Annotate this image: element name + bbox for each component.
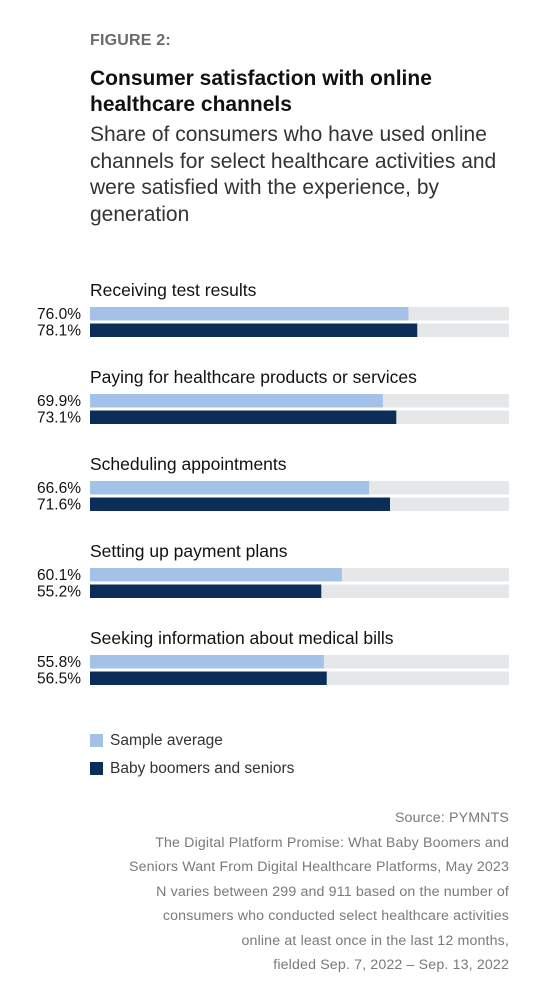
chart-legend: Sample average Baby boomers and seniors: [90, 730, 294, 786]
data-label: 71.6%: [37, 497, 81, 514]
category-label: Seeking information about medical bills: [90, 628, 394, 648]
legend-label-boomers-seniors: Baby boomers and seniors: [110, 759, 295, 777]
figure-label: FIGURE 2:: [90, 32, 171, 49]
bar-sample-average: [90, 568, 342, 582]
bar-boomers-seniors: [90, 323, 418, 337]
legend-swatch-boomers-seniors: [90, 762, 103, 775]
bar-boomers-seniors: [90, 671, 327, 685]
footnote-line: N varies between 299 and 911 based on th…: [156, 883, 509, 900]
chart-title: Consumer satisfaction with online health…: [90, 67, 432, 116]
category-label: Paying for healthcare products or servic…: [90, 367, 417, 387]
footnote-line: fielded Sep. 7, 2022 – Sep. 13, 2022: [273, 957, 509, 973]
data-label: 73.1%: [37, 410, 81, 427]
data-label: 69.9%: [37, 393, 81, 410]
footnote-line: Seniors Want From Digital Healthcare Pla…: [128, 859, 509, 875]
data-label: 76.0%: [37, 306, 81, 323]
footnote-line: online at least once in the last 12 mont…: [241, 932, 509, 949]
footnote-line: The Digital Platform Promise: What Baby …: [155, 834, 509, 851]
category-label: Scheduling appointments: [90, 454, 287, 474]
chart-subtitle: Share of consumers who have used online …: [90, 123, 497, 226]
data-label: 55.2%: [37, 584, 81, 601]
bar-chart: Receiving test results 76.0%78.1% Paying f…: [37, 280, 509, 688]
category-label: Receiving test results: [90, 280, 257, 300]
bar-boomers-seniors: [90, 497, 391, 511]
category-label: Setting up payment plans: [90, 541, 288, 561]
footnote: Source: PYMNTS The Digital Platform Prom…: [39, 806, 509, 978]
data-label: 56.5%: [37, 671, 81, 688]
footnote-line: Source: PYMNTS: [394, 810, 509, 826]
footnote-line: consumers who conducted select healthcar…: [162, 908, 509, 924]
bar-sample-average: [90, 655, 324, 669]
data-label: 66.6%: [37, 480, 81, 497]
bar-sample-average: [90, 307, 409, 321]
bar-sample-average: [90, 394, 383, 408]
legend-item-sample-average: Sample average: [90, 730, 294, 751]
data-label: 55.8%: [37, 654, 81, 671]
legend-item-boomers-seniors: Baby boomers and seniors: [90, 758, 294, 779]
bar-boomers-seniors: [90, 410, 397, 424]
bar-boomers-seniors: [90, 584, 322, 598]
data-label: 60.1%: [37, 567, 81, 584]
legend-swatch-sample-average: [90, 734, 103, 747]
bar-sample-average: [90, 481, 370, 495]
legend-label-sample-average: Sample average: [110, 731, 223, 749]
data-label: 78.1%: [37, 323, 81, 340]
